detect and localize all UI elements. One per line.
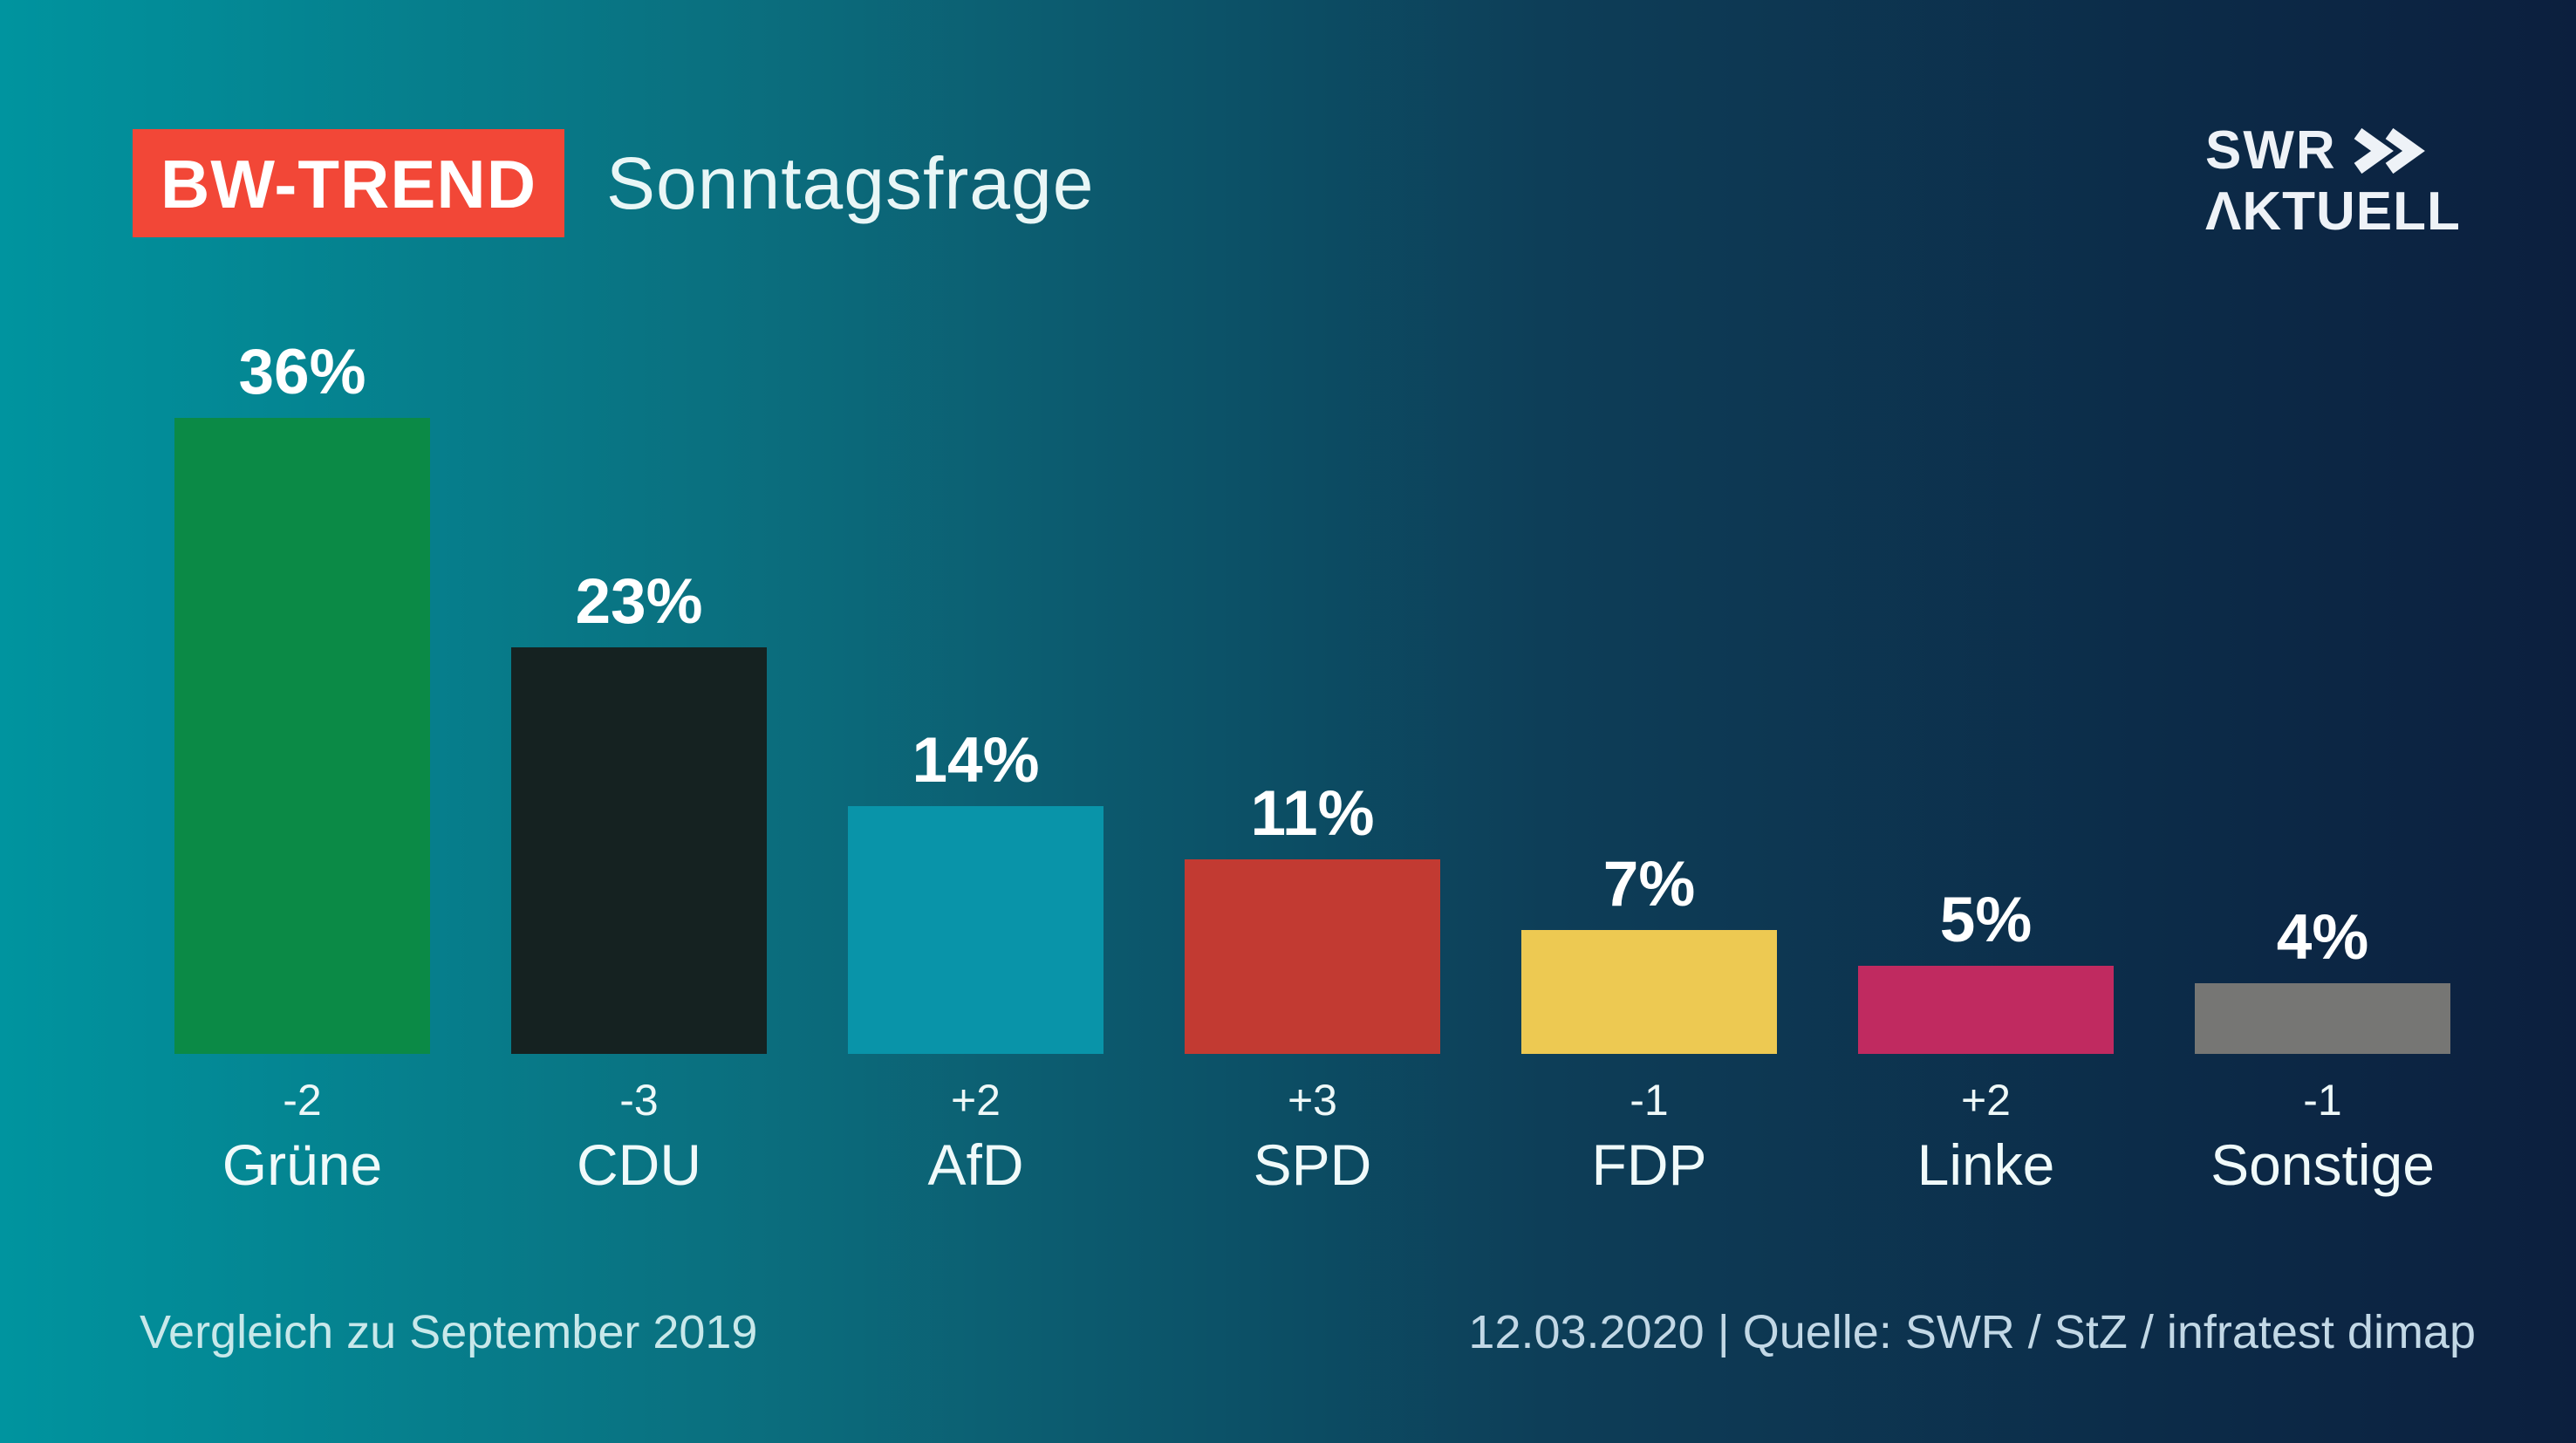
bar-value-label-fdp: 7% [1602, 849, 1696, 920]
bar-value-label-grune: 36% [238, 337, 366, 407]
comparison-note: Vergleich zu September 2019 [140, 1306, 758, 1358]
page-title: Sonntagsfrage [606, 141, 1095, 224]
bar-delta-label-spd: +3 [1287, 1076, 1337, 1125]
bar-fdp [1521, 930, 1777, 1054]
bar-category-label-sonstige: Sonstige [2210, 1132, 2435, 1197]
bar-delta-label-afd: +2 [950, 1076, 1001, 1125]
bar-afd [848, 806, 1104, 1054]
bar-grune [174, 418, 430, 1054]
bar-delta-label-linke: +2 [1960, 1076, 2011, 1125]
bar-spd [1185, 859, 1440, 1054]
bar-category-label-spd: SPD [1253, 1132, 1372, 1197]
bar-value-label-linke: 5% [1939, 885, 2033, 955]
bar-category-label-afd: AfD [927, 1132, 1024, 1197]
swr-aktuell-logo: SWR ΛKTUELL [2205, 124, 2461, 239]
bar-delta-label-cdu: -3 [619, 1076, 659, 1125]
bar-value-label-cdu: 23% [575, 566, 703, 637]
bar-category-label-grune: Grüne [222, 1132, 383, 1197]
logo-swr-text: SWR [2205, 120, 2337, 181]
bar-value-label-sonstige: 4% [2276, 902, 2369, 973]
bar-cdu [511, 647, 767, 1054]
bar-linke [1858, 966, 2114, 1054]
double-chevron-icon [2354, 128, 2425, 174]
bar-value-label-afd: 14% [912, 725, 1040, 796]
bar-category-label-linke: Linke [1917, 1132, 2055, 1197]
bar-category-label-fdp: FDP [1591, 1132, 1707, 1197]
bar-delta-label-sonstige: -1 [2303, 1076, 2342, 1125]
header: BW-TREND Sonntagsfrage [133, 129, 1094, 237]
source-note: 12.03.2020 | Quelle: SWR / StZ / infrate… [1468, 1306, 2476, 1358]
bar-delta-label-grune: -2 [283, 1076, 322, 1125]
bw-trend-badge: BW-TREND [133, 129, 565, 237]
bar-sonstige [2195, 983, 2450, 1054]
bar-value-label-spd: 11% [1250, 778, 1375, 849]
bar-delta-label-fdp: -1 [1630, 1076, 1669, 1125]
bar-category-label-cdu: CDU [577, 1132, 701, 1197]
logo-aktuell-text: ΛKTUELL [2205, 181, 2461, 242]
